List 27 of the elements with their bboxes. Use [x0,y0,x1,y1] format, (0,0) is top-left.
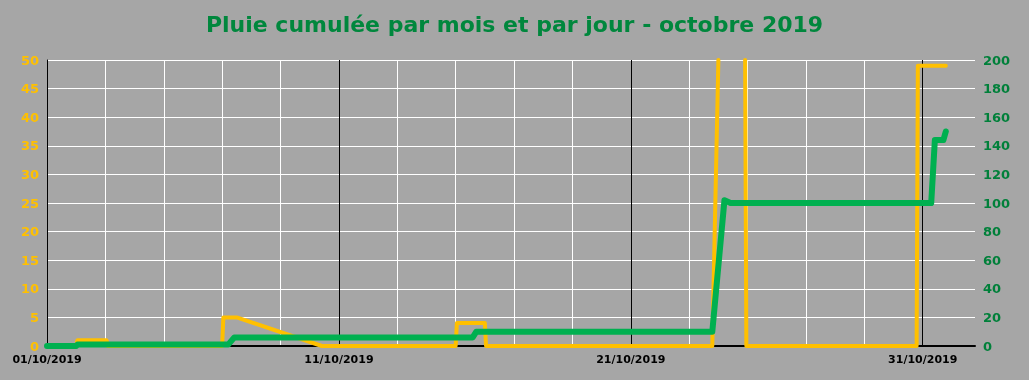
y2-tick-label: 20 [983,309,1002,325]
y2-tick-label: 180 [983,81,1011,97]
y2-tick-label: 120 [983,166,1011,182]
y2-tick-label: 140 [983,138,1011,154]
y-tick-label: 10 [20,281,39,297]
y2-tick-label: 200 [983,52,1011,68]
chart-title: Pluie cumulée par mois et par jour - octobre 2019 [205,11,824,37]
y2-tick-label: 60 [983,252,1002,268]
y-tick-label: 40 [20,109,39,125]
y-tick-label: 20 [20,224,39,240]
y-tick-label: 35 [20,138,39,154]
x-tick-label: 11/10/2019 [304,353,374,366]
x-tick-label: 21/10/2019 [596,353,666,366]
y2-tick-label: 160 [983,109,1011,125]
y2-tick-label: 0 [983,338,993,354]
y-tick-label: 15 [20,252,39,268]
y-tick-label: 25 [20,195,39,211]
y-tick-label: 30 [20,166,39,182]
y2-tick-label: 80 [983,224,1002,240]
y-tick-label: 45 [20,81,39,97]
y2-tick-label: 40 [983,281,1002,297]
x-tick-label: 01/10/2019 [12,353,82,366]
y-tick-label: 50 [20,52,39,68]
y2-tick-label: 100 [983,195,1011,211]
y-tick-label: 0 [29,338,39,354]
x-tick-label: 31/10/2019 [888,353,958,366]
y-tick-label: 5 [29,309,39,325]
